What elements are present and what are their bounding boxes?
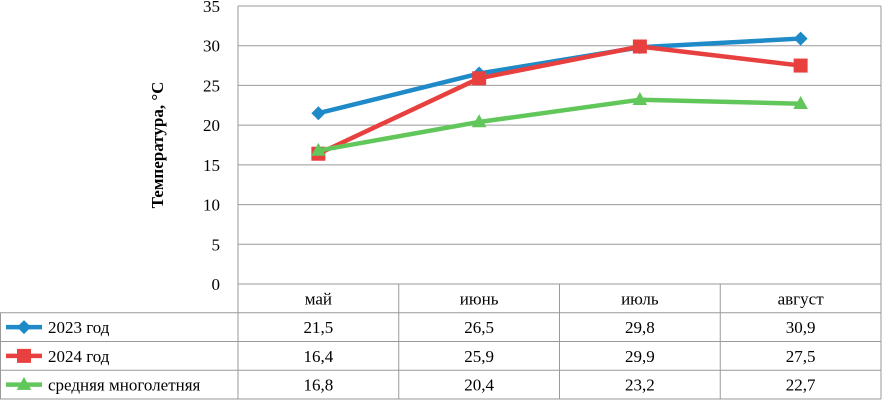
- legend-marker: [16, 376, 32, 390]
- table-cell-value: 29,9: [625, 347, 655, 366]
- table-cell-value: 26,5: [464, 318, 494, 337]
- y-tick-label: 25: [203, 76, 220, 95]
- x-category-label: июнь: [460, 289, 499, 308]
- table-cell-value: 25,9: [464, 347, 494, 366]
- legend-series-name: 2024 год: [48, 347, 110, 366]
- y-tick-label: 15: [203, 156, 220, 175]
- y-tick-label: 35: [203, 0, 220, 16]
- series-line: [317, 44, 801, 156]
- data-point-marker: [311, 142, 326, 156]
- legend-series-name: средняя многолетняя: [48, 376, 201, 395]
- legend-marker: [17, 320, 31, 335]
- data-point-marker: [793, 95, 808, 109]
- table-cell-value: 30,9: [786, 318, 816, 337]
- data-point-marker: [632, 92, 648, 105]
- table-cell-value: 29,8: [625, 318, 655, 337]
- y-tick-labels: 0 5 10 15 20 25 30 35: [203, 0, 220, 294]
- series-1: [311, 31, 808, 121]
- data-point-marker: [472, 71, 487, 86]
- legend-series-name: 2023 год: [48, 318, 110, 337]
- data-point-marker: [311, 106, 326, 121]
- series-group: [311, 31, 808, 161]
- grid-lines: [237, 5, 882, 284]
- table-cell-value: 21,5: [304, 318, 334, 337]
- data-point-marker: [471, 114, 487, 128]
- y-tick-label: 10: [203, 196, 220, 215]
- table-cell-value: 16,4: [304, 347, 334, 366]
- table-cell-value: 22,7: [786, 376, 816, 395]
- y-tick-label: 20: [203, 116, 220, 135]
- legend-marker: [17, 348, 31, 363]
- table-cell-value: 27,5: [786, 347, 816, 366]
- data-point-marker: [632, 39, 647, 54]
- y-axis-label: Температура, °C: [148, 82, 167, 209]
- table-cell-value: 20,4: [464, 376, 494, 395]
- data-point-marker: [793, 31, 808, 46]
- x-category-label: август: [778, 289, 825, 308]
- x-category-label: май: [305, 289, 332, 308]
- table-cell-value: 16,8: [304, 376, 334, 395]
- series-3: [311, 92, 808, 156]
- y-tick-label: 30: [203, 37, 220, 56]
- series-line: [317, 97, 801, 153]
- x-category-label: июль: [621, 289, 659, 308]
- table-cell-value: 23,2: [625, 376, 655, 395]
- data-table: май июнь июль август 2023 год 21,5 26,5 29,8 30,…: [0, 283, 882, 400]
- y-tick-label: 5: [212, 235, 221, 254]
- data-point-marker: [793, 58, 808, 73]
- y-tick-label: 0: [212, 275, 221, 294]
